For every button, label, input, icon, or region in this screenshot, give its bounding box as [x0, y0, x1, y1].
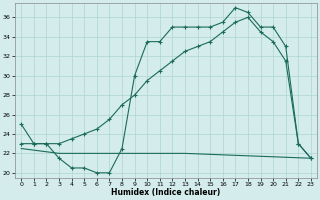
- X-axis label: Humidex (Indice chaleur): Humidex (Indice chaleur): [111, 188, 221, 197]
